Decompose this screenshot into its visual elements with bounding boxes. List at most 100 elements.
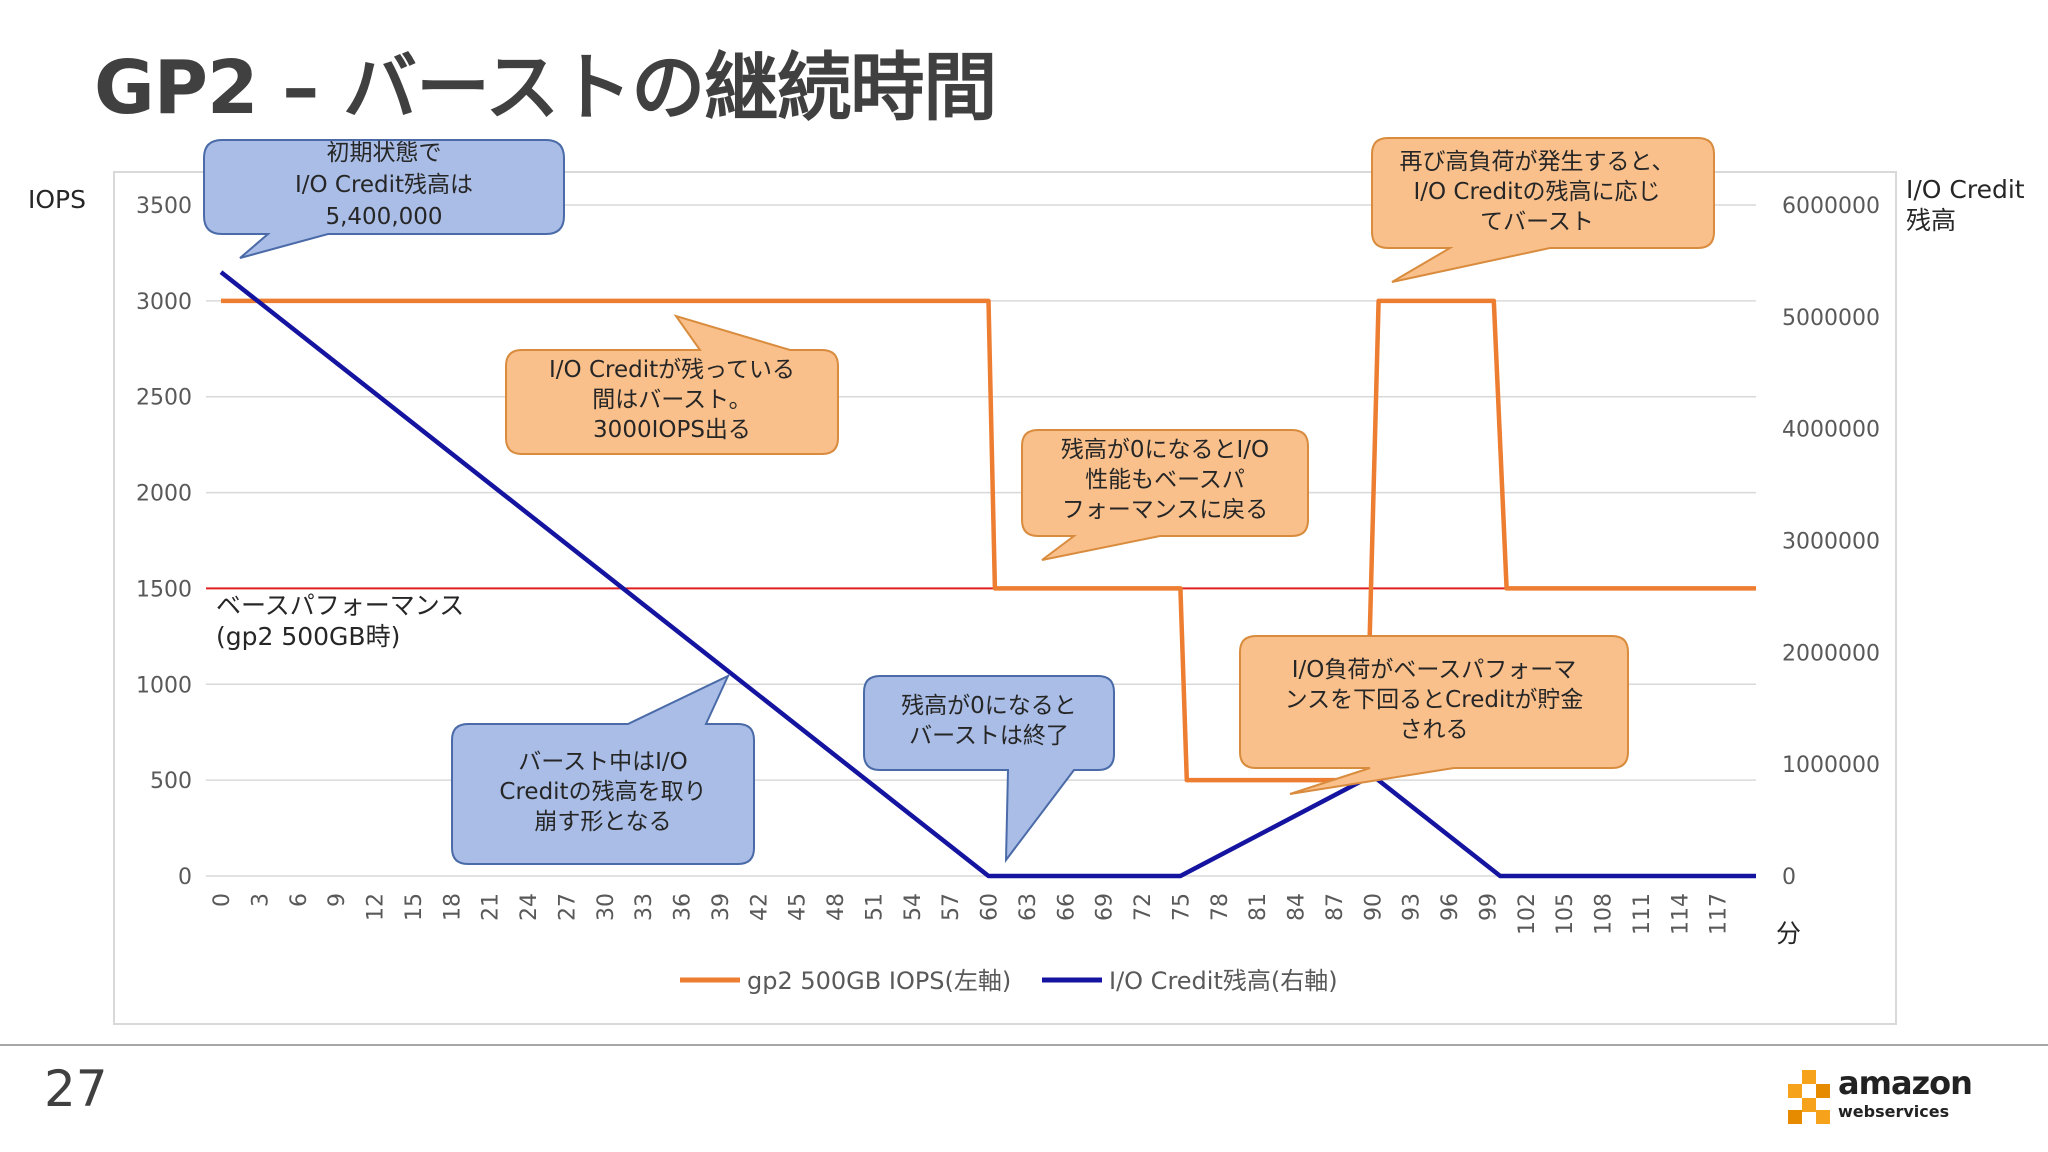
left-tick-label: 3500	[136, 194, 192, 219]
callout-end-burst-line1: 残高が0になると	[901, 693, 1077, 719]
right-axis-label-line2: 残高	[1906, 206, 1956, 235]
x-tick-label: 30	[594, 893, 619, 921]
callout-consume: バースト中はI/O Creditの残高を取り 崩す形となる	[451, 673, 755, 865]
callout-base-perf: 残高が0になるとI/O 性能もベースパ フォーマンスに戻る	[1021, 429, 1309, 561]
x-tick-label: 60	[978, 893, 1003, 921]
left-tick-label: 2500	[136, 386, 192, 411]
callout-reburst-line3: てバースト	[1480, 209, 1594, 235]
callout-base-perf-line2: 性能もベースパ	[1085, 467, 1245, 493]
left-tick-label: 1000	[136, 673, 192, 698]
baseline-label-line1: ベースパフォーマンス	[216, 591, 464, 620]
callout-burst-line2: 間はバースト。	[592, 387, 751, 413]
callout-reburst-line2: I/O Creditの残高に応じ	[1413, 179, 1660, 205]
right-tick-label: 0	[1782, 865, 1796, 890]
callout-burst-line1: I/O Creditが残っている	[549, 357, 795, 383]
right-tick-label: 6000000	[1782, 194, 1880, 219]
x-tick-label: 9	[325, 893, 350, 907]
callout-initial-line1: 初期状態で	[327, 140, 442, 166]
aws-cubes-icon	[1788, 1070, 1830, 1124]
callout-initial-line3: 5,400,000	[325, 204, 442, 230]
callout-reburst-line1: 再び高負荷が発生すると、	[1399, 149, 1674, 175]
right-tick-label: 4000000	[1782, 418, 1880, 443]
x-tick-label: 45	[786, 893, 811, 921]
x-tick-label: 90	[1361, 893, 1386, 921]
x-tick-label: 48	[824, 893, 849, 921]
callout-burst: I/O Creditが残っている 間はバースト。 3000IOPS出る	[505, 314, 839, 455]
legend-iops-label: gp2 500GB IOPS(左軸)	[747, 967, 1011, 995]
chart-frame	[113, 171, 1897, 1025]
left-tick-label: 0	[178, 865, 192, 890]
x-tick-label: 87	[1323, 893, 1348, 921]
x-tick-label: 27	[555, 893, 580, 921]
callout-consume-line3: 崩す形となる	[534, 809, 671, 835]
right-tick-label: 5000000	[1782, 306, 1880, 331]
aws-logo-word2: webservices	[1838, 1102, 1950, 1121]
callout-base-perf-line3: フォーマンスに戻る	[1062, 497, 1269, 523]
slide-title: GP2 – バーストの継続時間	[94, 45, 997, 131]
x-tick-label: 57	[939, 893, 964, 921]
x-tick-label: 75	[1169, 893, 1194, 921]
callout-initial: 初期状態で I/O Credit残高は 5,400,000	[203, 139, 565, 259]
callout-initial-line2: I/O Credit残高は	[295, 172, 473, 198]
chart: 0 500 1000 1500 2000 2500 3000 3500 0 1000000 2000…	[28, 137, 2025, 1025]
x-tick-label: 24	[517, 893, 542, 921]
left-tick-label: 2000	[136, 482, 192, 507]
x-tick-label: 108	[1592, 893, 1617, 935]
x-tick-label: 114	[1668, 893, 1693, 935]
x-tick-label: 66	[1054, 893, 1079, 921]
x-tick-label: 69	[1093, 893, 1118, 921]
callout-consume-line2: Creditの残高を取り	[499, 779, 706, 805]
x-tick-label: 63	[1016, 893, 1041, 921]
callout-burst-line3: 3000IOPS出る	[593, 417, 751, 443]
left-tick-label: 1500	[136, 577, 192, 602]
x-tick-label: 12	[364, 893, 389, 921]
x-tick-label: 21	[479, 893, 504, 921]
x-tick-label: 81	[1246, 893, 1271, 921]
x-tick-label: 99	[1476, 893, 1501, 921]
aws-logo: amazon webservices	[1786, 1064, 1973, 1130]
x-tick-label: 72	[1131, 893, 1156, 921]
left-tick-label: 3000	[136, 290, 192, 315]
x-axis-unit: 分	[1776, 919, 1801, 948]
x-tick-label: 117	[1707, 893, 1732, 935]
x-tick-label: 111	[1630, 893, 1655, 935]
x-tick-label: 18	[440, 893, 465, 921]
right-axis-label-line1: I/O Credit	[1906, 175, 2025, 204]
callout-accumulate: I/O負荷がベースパフォーマ ンスを下回るとCreditが貯金 される	[1239, 635, 1629, 795]
callout-accumulate-line2: ンスを下回るとCreditが貯金	[1285, 687, 1584, 713]
x-tick-label: 36	[671, 893, 696, 921]
series-group	[219, 270, 1756, 879]
callout-end-burst: 残高が0になると バーストは終了	[863, 675, 1115, 864]
callout-reburst: 再び高負荷が発生すると、 I/O Creditの残高に応じ てバースト	[1371, 137, 1715, 283]
right-tick-label: 2000000	[1782, 641, 1880, 666]
footer-divider	[0, 1044, 2048, 1046]
x-tick-label: 105	[1553, 893, 1578, 935]
callout-consume-line1: バースト中はI/O	[518, 749, 688, 775]
series-iops-line	[221, 298, 1756, 783]
right-tick-label: 1000000	[1782, 753, 1880, 778]
x-tick-label: 0	[210, 893, 235, 907]
left-axis-label: IOPS	[28, 185, 86, 214]
callout-accumulate-line1: I/O負荷がベースパフォーマ	[1292, 657, 1577, 683]
x-tick-label: 42	[747, 893, 772, 921]
x-tick-label: 39	[709, 893, 734, 921]
x-tick-label: 78	[1208, 893, 1233, 921]
series-credit-line	[219, 270, 1756, 879]
left-tick-label: 500	[150, 769, 192, 794]
x-tick-label: 3	[248, 893, 273, 907]
x-tick-label: 54	[901, 893, 926, 921]
callout-end-burst-line2: バーストは終了	[909, 723, 1069, 749]
baseline-label-line2: (gp2 500GB時)	[216, 622, 400, 651]
page-number: 27	[44, 1060, 108, 1118]
x-tick-label: 15	[402, 893, 427, 921]
right-tick-label: 3000000	[1782, 530, 1880, 555]
x-tick-label: 6	[287, 893, 312, 907]
callout-accumulate-line3: される	[1400, 717, 1469, 743]
aws-logo-word1: amazon	[1838, 1064, 1973, 1102]
x-tick-label: 93	[1400, 893, 1425, 921]
legend: gp2 500GB IOPS(左軸) I/O Credit残高(右軸)	[680, 967, 1338, 995]
x-tick-label: 84	[1285, 893, 1310, 921]
x-tick-label: 33	[632, 893, 657, 921]
ticks-group: 0 500 1000 1500 2000 2500 3000 3500 0 1000000 2000…	[136, 194, 1880, 935]
callout-base-perf-line1: 残高が0になるとI/O	[1061, 437, 1269, 463]
